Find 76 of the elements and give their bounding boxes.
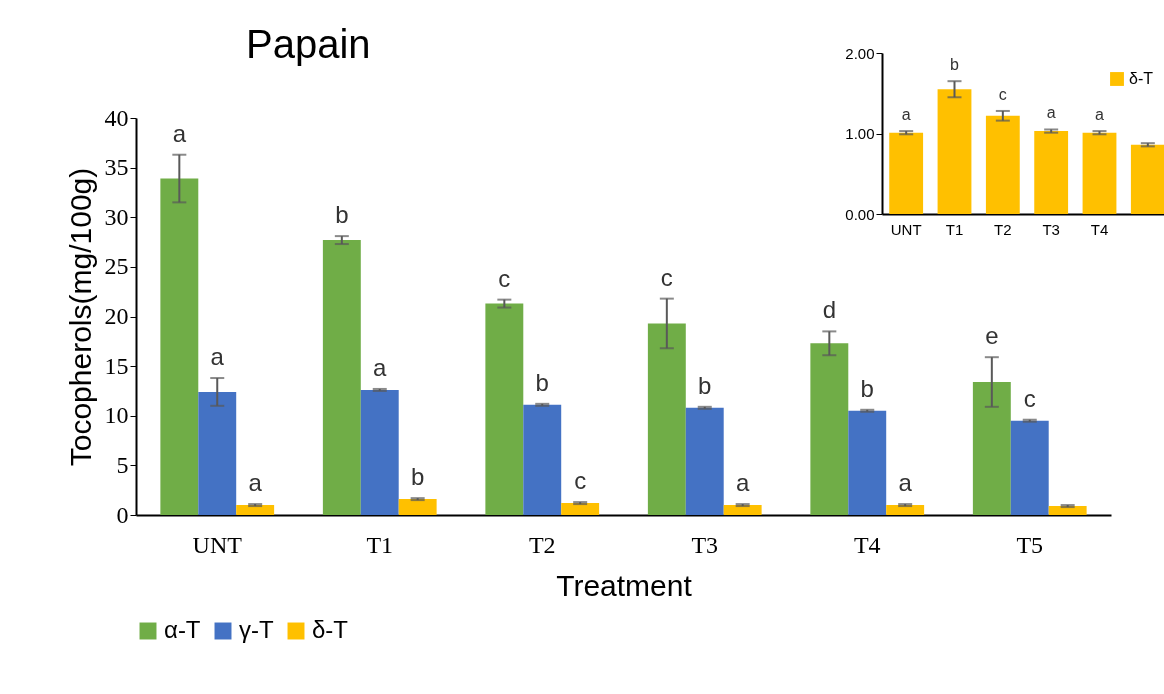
- data-label: a: [172, 119, 187, 147]
- bar: [236, 505, 275, 515]
- bar: [322, 240, 361, 515]
- data-label: b: [335, 201, 349, 229]
- bar: [561, 503, 600, 515]
- y-tick-label: 10: [104, 402, 129, 429]
- bar: [985, 115, 1020, 214]
- bar: [685, 407, 724, 515]
- bar: [1130, 144, 1164, 214]
- x-tick-label: T3: [1042, 220, 1060, 238]
- x-tick-label: T3: [691, 531, 719, 558]
- bar: [1034, 131, 1069, 214]
- y-tick-label: 40: [104, 104, 129, 131]
- bar: [523, 404, 562, 515]
- chart-title: Papain: [246, 22, 371, 66]
- data-label: b: [535, 368, 549, 396]
- data-label: e: [985, 322, 999, 350]
- bar: [198, 391, 237, 515]
- y-tick-label: 20: [104, 303, 129, 329]
- data-label: a: [1046, 104, 1056, 122]
- bar: [360, 389, 399, 515]
- data-label: a: [901, 106, 911, 124]
- data-label: b: [410, 463, 425, 491]
- x-tick-label: T5: [1016, 531, 1044, 558]
- legend-label: γ-T: [239, 616, 274, 643]
- bar: [1082, 132, 1117, 214]
- data-label: b: [950, 56, 960, 74]
- y-tick-label: 0.00: [845, 205, 875, 223]
- bar: [1010, 420, 1049, 515]
- data-label: a: [373, 353, 388, 381]
- y-tick-label: 1.00: [845, 125, 875, 142]
- data-label: b: [860, 374, 874, 402]
- x-tick-label: T4: [853, 531, 881, 558]
- bar: [398, 499, 437, 515]
- data-label: d: [822, 296, 837, 324]
- bar: [937, 89, 972, 214]
- data-label: c: [1023, 384, 1036, 412]
- bar: [848, 410, 887, 515]
- y-axis-title: Tocopherols(mg/100g): [63, 167, 97, 467]
- data-label: c: [998, 85, 1007, 103]
- y-tick-label: 5: [116, 451, 129, 478]
- y-tick-label: 2.00: [845, 44, 875, 62]
- y-tick-label: 25: [104, 253, 129, 280]
- x-tick-label: T1: [366, 531, 394, 558]
- bar: [160, 178, 199, 515]
- bar: [972, 382, 1011, 515]
- data-label: c: [660, 263, 673, 291]
- x-tick-label: T4: [1090, 220, 1109, 238]
- legend-label: δ-T: [312, 616, 349, 643]
- bar: [485, 303, 524, 515]
- y-tick-label: 30: [104, 203, 129, 230]
- data-label: c: [574, 467, 587, 495]
- bar: [647, 323, 686, 515]
- data-label: a: [248, 469, 263, 497]
- bar: [810, 343, 849, 515]
- x-tick-label: T2: [528, 531, 556, 558]
- data-label: c: [498, 264, 511, 292]
- y-tick-label: 35: [104, 154, 129, 181]
- data-label: a: [735, 469, 750, 497]
- x-tick-label: T2: [994, 220, 1012, 238]
- x-tick-label: UNT: [890, 220, 922, 238]
- bar: [886, 505, 925, 515]
- data-label: a: [210, 343, 225, 371]
- y-tick-label: 0: [116, 501, 129, 528]
- x-tick-label: UNT: [192, 531, 243, 558]
- legend-label: α-T: [164, 616, 201, 643]
- y-tick-label: 15: [104, 352, 129, 379]
- x-tick-label: T1: [945, 220, 964, 238]
- legend-label: δ-T: [1129, 70, 1154, 87]
- bar: [889, 132, 924, 214]
- bar: [723, 505, 762, 515]
- data-label: a: [1095, 106, 1105, 124]
- data-label: b: [698, 371, 712, 399]
- data-label: a: [898, 469, 913, 497]
- x-axis-title: Treatment: [556, 568, 693, 602]
- bar: [1048, 506, 1087, 515]
